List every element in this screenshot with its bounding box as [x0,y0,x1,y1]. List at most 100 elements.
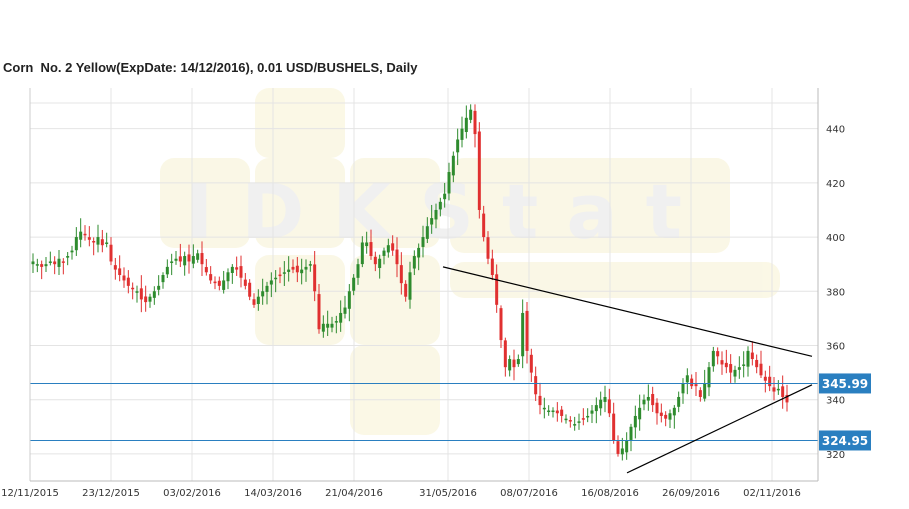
candle-body [629,426,633,440]
y-tick-label: 320 [826,450,845,461]
candle-body [698,390,702,397]
candle-body [529,354,533,373]
watermark-block [255,158,345,248]
x-tick-label: 02/11/2016 [743,488,801,499]
candle-body [321,323,325,332]
level-badge [819,373,871,394]
candle-body [178,256,182,262]
candle-body [139,288,143,300]
candle-body [360,242,364,265]
candle-body [70,250,74,253]
candle-body [759,363,763,376]
candle-body [646,396,650,401]
y-tick-label: 420 [826,179,845,190]
candle-body [551,410,555,413]
candle-body [486,237,490,259]
candle-body [525,310,529,351]
candle-body [391,243,395,251]
watermark-block [160,158,250,248]
candle-body [144,296,148,303]
resistance-trendline [442,266,813,357]
candle-body [399,265,403,284]
watermark-block [255,88,345,158]
candle-body [620,448,624,455]
y-tick-label: 380 [826,287,845,298]
candle-body [737,367,741,370]
x-tick-label: 16/08/2016 [581,488,639,499]
candle-body [659,412,663,416]
candle-body [57,258,61,267]
candle-body [373,256,377,265]
candle-body [607,399,611,414]
candle-body [417,247,421,258]
candle-body [707,367,711,388]
candle-body [430,218,434,225]
candle-body [48,261,52,263]
candle-body [369,242,373,257]
candle-body [742,364,746,366]
candle-body [664,414,668,419]
candle-body [521,312,525,357]
watermark-block [350,345,440,435]
candle-body [477,131,481,210]
candle-body [243,279,247,286]
candle-body [278,274,282,277]
candle-body [456,139,460,153]
candle-body [343,307,347,314]
candle-body [464,117,468,133]
candle-body [174,258,178,261]
candle-body [31,261,35,265]
candle-body [599,399,603,409]
candle-body [690,378,694,387]
candle-body [573,424,577,426]
watermark-text: IDKStat [185,167,710,256]
candle-body [339,312,343,323]
chart-axes: 320 340 360 380 400 420 440 12/11/2015 23/12/201… [1,88,845,499]
candle-body [79,231,83,240]
candle-body [326,323,330,328]
candle-body [443,193,447,200]
candle-body [100,239,104,246]
x-tick-label: 23/12/2015 [82,488,140,499]
candle-body [352,277,356,291]
candle-body [711,350,715,367]
candle-body [44,264,48,267]
candle-body [538,395,542,406]
candle-body [555,410,559,414]
candle-body [408,272,412,300]
candle-body [235,267,239,270]
x-tick-label: 08/07/2016 [500,488,558,499]
candle-body [152,291,156,298]
candle-body [651,393,655,406]
candle-body [334,321,338,323]
candle-body [642,399,646,405]
candle-body [564,418,568,421]
candle-body [755,359,759,368]
candle-body [386,245,390,253]
candle-body [109,244,113,262]
candle-body [239,266,243,278]
candle-body [638,407,642,420]
candle-body [438,201,442,210]
level-badge-label: 324.95 [822,434,868,448]
candle-body [313,264,317,292]
candle-body [503,340,507,368]
candle-body [330,323,334,328]
chart-title: Corn No. 2 Yellow(ExpDate: 14/12/2016), … [3,60,418,75]
candle-body [460,128,464,140]
candle-body [291,266,295,270]
candle-body [412,256,416,269]
candle-body [447,172,451,194]
candle-body [53,261,57,265]
candle-body [165,266,169,275]
candle-body [603,396,607,402]
candle-body [785,394,789,403]
candle-body [560,409,564,416]
support-trendline [626,384,813,474]
candle-body [542,407,546,410]
candle-body [672,407,676,416]
candle-body [252,299,256,305]
candle-body [421,237,425,247]
x-tick-label: 21/04/2016 [325,488,383,499]
